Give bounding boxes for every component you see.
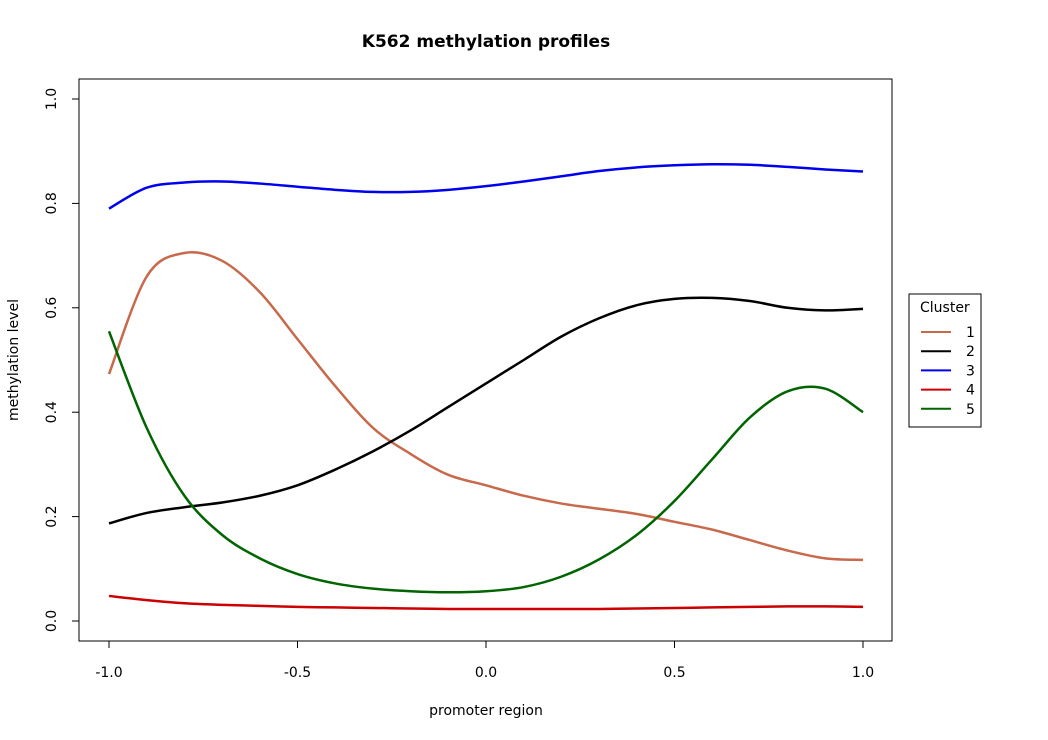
legend-label: 4 bbox=[966, 383, 975, 399]
legend-entry: 3 bbox=[921, 363, 975, 379]
series-line-cluster-5 bbox=[107, 330, 864, 594]
chart-title: K562 methylation profiles bbox=[362, 32, 610, 52]
x-axis-label: promoter region bbox=[429, 703, 543, 719]
series-line-cluster-3 bbox=[108, 162, 864, 210]
plot-frame bbox=[78, 78, 893, 642]
x-tick-label: 0.0 bbox=[475, 665, 497, 681]
x-tick-label: 1.0 bbox=[852, 665, 874, 681]
y-axis-label: methylation level bbox=[6, 299, 22, 421]
legend-items: 1 2 3 4 5 bbox=[921, 325, 975, 418]
legend-title: Cluster bbox=[920, 300, 970, 316]
legend-entry: 1 bbox=[921, 325, 975, 341]
y-tick-label: 1.0 bbox=[44, 88, 60, 110]
x-tick-label: 0.5 bbox=[663, 665, 685, 681]
legend-label: 1 bbox=[966, 325, 975, 341]
series-line-cluster-2 bbox=[108, 296, 864, 525]
legend-entry: 2 bbox=[921, 344, 975, 360]
x-tick-label: -1.0 bbox=[95, 665, 122, 681]
x-tick-label: -0.5 bbox=[284, 665, 311, 681]
y-tick-label: 0.4 bbox=[44, 401, 60, 423]
series-line-cluster-4 bbox=[108, 594, 864, 611]
y-tick-label: 0.6 bbox=[44, 297, 60, 319]
legend-entry: 5 bbox=[921, 402, 975, 418]
y-tick-label: 0.2 bbox=[44, 505, 60, 527]
legend-entry: 4 bbox=[921, 383, 975, 399]
series-group bbox=[107, 162, 864, 611]
legend-label: 5 bbox=[966, 402, 975, 418]
legend-label: 3 bbox=[966, 363, 975, 379]
legend: Cluster 1 2 3 4 5 bbox=[908, 293, 982, 428]
legend-label: 2 bbox=[966, 344, 975, 360]
y-tick-label: 0.8 bbox=[44, 192, 60, 214]
legend-box bbox=[908, 293, 982, 428]
y-axis: 0.0 0.2 0.4 0.6 0.8 1.0 bbox=[44, 88, 80, 632]
y-tick-label: 0.0 bbox=[44, 610, 60, 632]
series-line-cluster-1 bbox=[107, 250, 864, 562]
x-axis: -1.0 -0.5 0.0 0.5 1.0 bbox=[95, 640, 874, 681]
